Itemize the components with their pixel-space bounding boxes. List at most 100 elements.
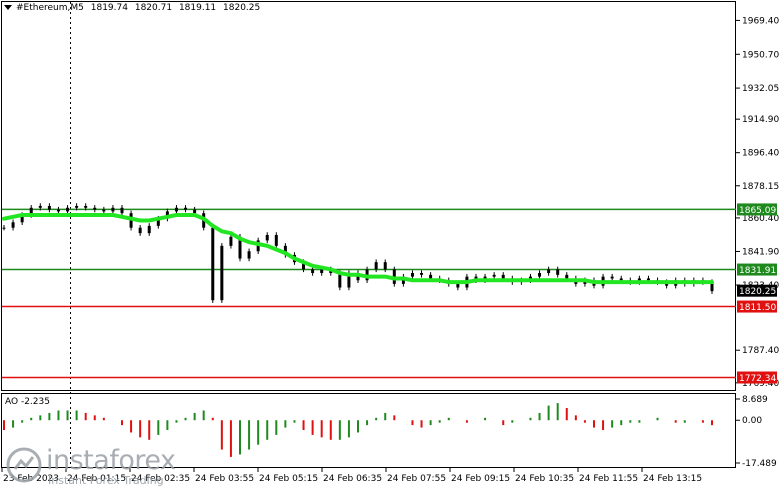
watermark: instaforex Instant Forex Trading [6, 443, 181, 487]
candle-body [229, 236, 233, 246]
time-tick-label: 24 Feb 05:15 [259, 474, 318, 484]
level-tag-text: 1772.34 [739, 374, 776, 384]
candle-body [211, 227, 215, 301]
candle-body [75, 205, 79, 208]
ao-indicator-label: AO -2.235 [5, 397, 50, 407]
watermark-tagline: Instant Forex Trading [48, 474, 164, 487]
candle-body [120, 207, 124, 214]
price-tick-label: 1969.40 [742, 16, 779, 26]
candle-body [102, 209, 106, 212]
candle-body [565, 274, 569, 279]
price-tick-label: 1914.90 [742, 115, 779, 125]
high-value: 1820.71 [134, 3, 173, 13]
symbol-menu-icon[interactable] [4, 5, 12, 10]
candle-body [383, 262, 387, 270]
time-tick-label: 24 Feb 10:35 [515, 474, 574, 484]
candle-body [184, 207, 188, 210]
time-tick-label: 24 Feb 09:15 [451, 474, 510, 484]
price-axis: 1969.40 1950.70 1932.05 1914.90 1896.40 1878.… [736, 16, 779, 389]
ao-histogram [3, 403, 713, 457]
chart-header: #Ethereum,M5 1819.74 1820.71 1819.11 182… [4, 3, 264, 13]
level-tag-support-2 [737, 371, 777, 384]
candle-body [174, 207, 178, 212]
candle-body [193, 209, 197, 214]
candle-body [619, 278, 623, 281]
ao-tick-label: 8.689 [742, 395, 768, 405]
low-value: 1819.11 [178, 3, 217, 13]
candle-body [265, 234, 269, 241]
level-tag-support-1 [737, 300, 777, 313]
candle-body [556, 269, 560, 275]
candle-body [420, 273, 424, 275]
candle-body [456, 283, 460, 288]
candle-body [111, 207, 115, 212]
candle-body [238, 236, 242, 259]
time-axis: 23 Feb 2023 24 Feb 01:15 24 Feb 02:35 24 Fe… [1, 468, 702, 484]
price-tick-label: 1860.40 [742, 214, 779, 224]
ao-axis: 8.689 0.00 -17.489 [736, 395, 777, 469]
candle-body [710, 282, 714, 292]
time-tick-label: 24 Feb 13:15 [643, 474, 702, 484]
time-tick-label: 24 Feb 07:55 [387, 474, 446, 484]
candle-body [47, 205, 51, 210]
candle-body [156, 218, 160, 226]
levels-group [2, 208, 736, 379]
candle-body [347, 273, 351, 288]
time-tick-label: 24 Feb 02:35 [131, 474, 190, 484]
candle-body [20, 215, 24, 223]
candle-body [11, 222, 15, 228]
close-value: 1820.25 [223, 3, 261, 13]
candle-body [338, 273, 342, 288]
open-value: 1819.74 [90, 3, 128, 13]
candle-body [84, 205, 88, 208]
time-tick-label: 24 Feb 01:15 [67, 474, 126, 484]
price-tick-label: 1787.40 [742, 346, 779, 356]
candle-body [501, 274, 505, 279]
price-tick-label: 1932.05 [742, 84, 779, 94]
candle-body [274, 234, 278, 246]
candle-body [29, 207, 33, 216]
candle-body [93, 207, 97, 210]
candle-body [56, 209, 60, 212]
price-tick-label: 1769.40 [742, 379, 779, 389]
current-price-text: 1820.25 [739, 287, 776, 297]
time-tick-label: 24 Feb 06:35 [323, 474, 382, 484]
level-tag-text: 1811.50 [739, 303, 776, 313]
price-tick-label: 1950.70 [742, 50, 779, 60]
candle-body [429, 274, 433, 279]
candle-body [311, 269, 315, 274]
level-tags: 1865.09 1831.91 1811.50 1772.34 1820.25 [737, 203, 777, 384]
candle-body [610, 276, 614, 279]
candle-body [2, 227, 6, 229]
price-tick-label: 1878.15 [742, 182, 779, 192]
price-tick-label: 1896.40 [742, 149, 779, 159]
symbol-label: #Ethereum,M5 [16, 3, 84, 13]
candle-body [302, 262, 306, 270]
level-tag-text: 1865.09 [739, 206, 776, 216]
level-tag-resistance-2 [737, 263, 777, 276]
main-panel-frame [1, 1, 736, 391]
watermark-name: instaforex [46, 445, 176, 476]
candle-body [147, 225, 151, 234]
level-tag-resistance-1 [737, 203, 777, 216]
candle-body [538, 273, 542, 277]
moving-average-line [2, 213, 714, 285]
candle-body [220, 245, 224, 301]
ao-panel-frame [1, 393, 736, 468]
candle-body [66, 207, 70, 212]
current-price-tag [737, 284, 777, 297]
candle-body [374, 262, 378, 270]
candle-body [138, 227, 142, 234]
candle-body [320, 269, 324, 274]
candles-group [2, 203, 714, 303]
ao-tick-label: -17.489 [742, 459, 777, 469]
candle-body [410, 273, 414, 277]
instaforex-logo-icon [6, 447, 42, 483]
time-tick-label: 24 Feb 03:55 [195, 474, 254, 484]
candle-body [492, 274, 496, 277]
level-tag-text: 1831.91 [739, 266, 776, 276]
candle-body [646, 278, 650, 281]
time-tick-label: 24 Feb 11:55 [579, 474, 638, 484]
candle-body [283, 245, 287, 255]
